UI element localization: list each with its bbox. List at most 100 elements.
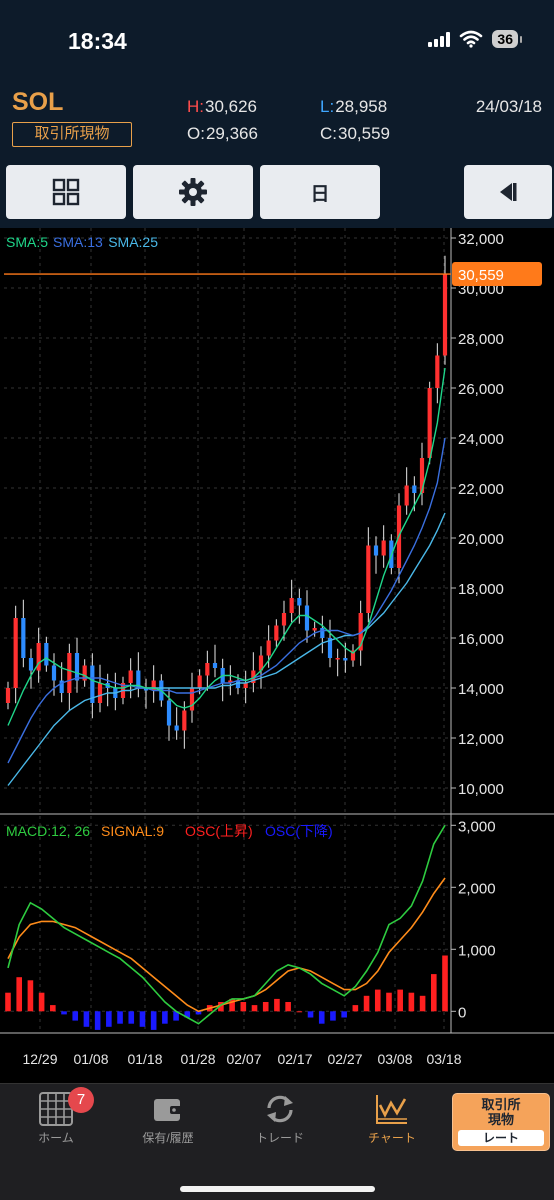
candle-body xyxy=(67,653,72,693)
candle-body xyxy=(51,665,57,681)
tab-home[interactable]: ホーム 7 xyxy=(6,1087,106,1152)
candle-body xyxy=(381,540,386,556)
x-tick-label: 02/27 xyxy=(327,1051,362,1067)
y-tick-label: 26,000 xyxy=(458,381,504,398)
y-tick-label: 22,000 xyxy=(458,481,504,498)
osc-bar xyxy=(274,998,280,1012)
y-tick-label: 16,000 xyxy=(458,631,504,648)
osc-bar xyxy=(229,998,235,1012)
instrument-header: SOL 取引所現物 H:30,626 L:28,958 O:29,366 C:3… xyxy=(0,82,554,160)
candle-body xyxy=(258,655,264,671)
candle-body xyxy=(427,388,432,458)
candle-body xyxy=(243,683,248,688)
market-badge[interactable]: 取引所現物 xyxy=(12,122,132,147)
osc-bar xyxy=(262,1002,269,1012)
candle-body xyxy=(274,625,279,641)
chart-area[interactable]: 12/29 01/08 01/18 01/28 02/07 02/17 02/27 03/08… xyxy=(0,228,554,1083)
macd-legend-item: OSC(上昇) xyxy=(185,823,253,839)
status-icons: 36 xyxy=(428,30,522,48)
candle-body xyxy=(281,613,287,626)
candle-body xyxy=(182,710,187,731)
macd-y-tick-label: 0 xyxy=(458,1004,466,1021)
candle-body xyxy=(358,613,363,651)
open-value: O:29,366 xyxy=(187,124,258,143)
osc-bar xyxy=(296,1011,303,1013)
candle-body xyxy=(251,670,256,683)
macd-legend-item: OSC(下降) xyxy=(265,823,333,839)
x-tick-label: 03/08 xyxy=(377,1051,412,1067)
period-button[interactable]: 日 xyxy=(260,165,380,219)
current-price-tag xyxy=(452,262,542,287)
sma25-line xyxy=(7,512,446,786)
candle-body xyxy=(442,274,448,356)
osc-bar xyxy=(374,989,381,1012)
price-chart[interactable]: 12/29 01/08 01/18 01/28 02/07 02/17 02/27 03/08… xyxy=(0,228,554,1083)
candle-body xyxy=(266,640,271,656)
candle-body xyxy=(327,638,333,658)
osc-bar xyxy=(106,1011,112,1027)
macd-legend-item: MACD:12, 26 xyxy=(6,823,90,839)
osc-bar xyxy=(139,1011,146,1027)
x-tick-label: 01/28 xyxy=(180,1051,215,1067)
y-tick-label: 12,000 xyxy=(458,731,504,748)
notification-badge: 7 xyxy=(68,1087,94,1113)
candle-body xyxy=(350,650,356,661)
x-tick-label: 02/07 xyxy=(226,1051,261,1067)
y-tick-label: 28,000 xyxy=(458,331,504,348)
osc-bar xyxy=(173,1011,179,1021)
candle-body xyxy=(435,355,440,388)
period-label: 日 xyxy=(310,183,330,205)
osc-bar xyxy=(386,992,392,1012)
status-time: 18:34 xyxy=(68,28,127,54)
candle-body xyxy=(312,628,317,631)
candle-body xyxy=(366,545,371,613)
candle-body xyxy=(97,683,103,703)
osc-bar xyxy=(5,992,11,1012)
tab-trade[interactable]: トレード xyxy=(230,1092,330,1152)
wallet-icon xyxy=(154,1099,182,1121)
osc-bar xyxy=(318,1011,325,1024)
y-tick-label: 18,000 xyxy=(458,581,504,598)
signal-line xyxy=(7,877,446,1013)
osc-bar xyxy=(251,1005,258,1012)
high-value: H:30,626 xyxy=(187,97,257,116)
grid-icon xyxy=(52,178,80,206)
close-value: C:30,559 xyxy=(320,124,390,143)
skip-back-icon xyxy=(500,183,517,201)
y-tick-label: 32,000 xyxy=(458,231,504,248)
candle-body xyxy=(143,688,149,691)
cellular-signal-icon xyxy=(428,31,451,47)
osc-bar xyxy=(162,1011,168,1024)
y-tick-label: 24,000 xyxy=(458,431,504,448)
exchange-arrows-icon xyxy=(267,1095,293,1123)
macd-y-tick-label: 1,000 xyxy=(458,942,496,959)
osc-bar xyxy=(16,977,23,1012)
tab-home-label: ホーム xyxy=(38,1131,74,1145)
tab-holdings[interactable]: 保有/履歴 xyxy=(118,1092,218,1152)
rate-button[interactable]: 取引所 現物 レート xyxy=(452,1093,550,1151)
battery-indicator: 36 xyxy=(492,30,522,48)
osc-bar xyxy=(83,1011,90,1027)
osc-bar xyxy=(330,1011,336,1021)
low-value: L:28,958 xyxy=(320,97,388,116)
rate-button-market: 取引所 現物 xyxy=(481,1097,521,1127)
tab-chart[interactable]: チャート xyxy=(342,1092,442,1152)
settings-button[interactable] xyxy=(133,165,253,219)
y-tick-label: 10,000 xyxy=(458,781,504,798)
scroll-to-start-button[interactable] xyxy=(464,165,552,219)
candle-body xyxy=(5,688,11,703)
layout-button[interactable] xyxy=(6,165,126,219)
status-bar: 18:34 36 xyxy=(0,0,554,82)
osc-bar xyxy=(94,1011,101,1030)
osc-bar xyxy=(50,1005,56,1012)
candle-body xyxy=(297,598,302,606)
candle-body xyxy=(419,458,425,493)
candle-body xyxy=(235,680,241,688)
macd-legend-item: SIGNAL:9 xyxy=(101,823,164,839)
tab-holdings-label: 保有/履歴 xyxy=(142,1131,194,1145)
osc-bar xyxy=(27,980,34,1012)
candle-body xyxy=(335,658,340,660)
candle-body xyxy=(74,653,80,681)
candle-body xyxy=(205,663,210,676)
osc-bar xyxy=(128,1011,135,1024)
